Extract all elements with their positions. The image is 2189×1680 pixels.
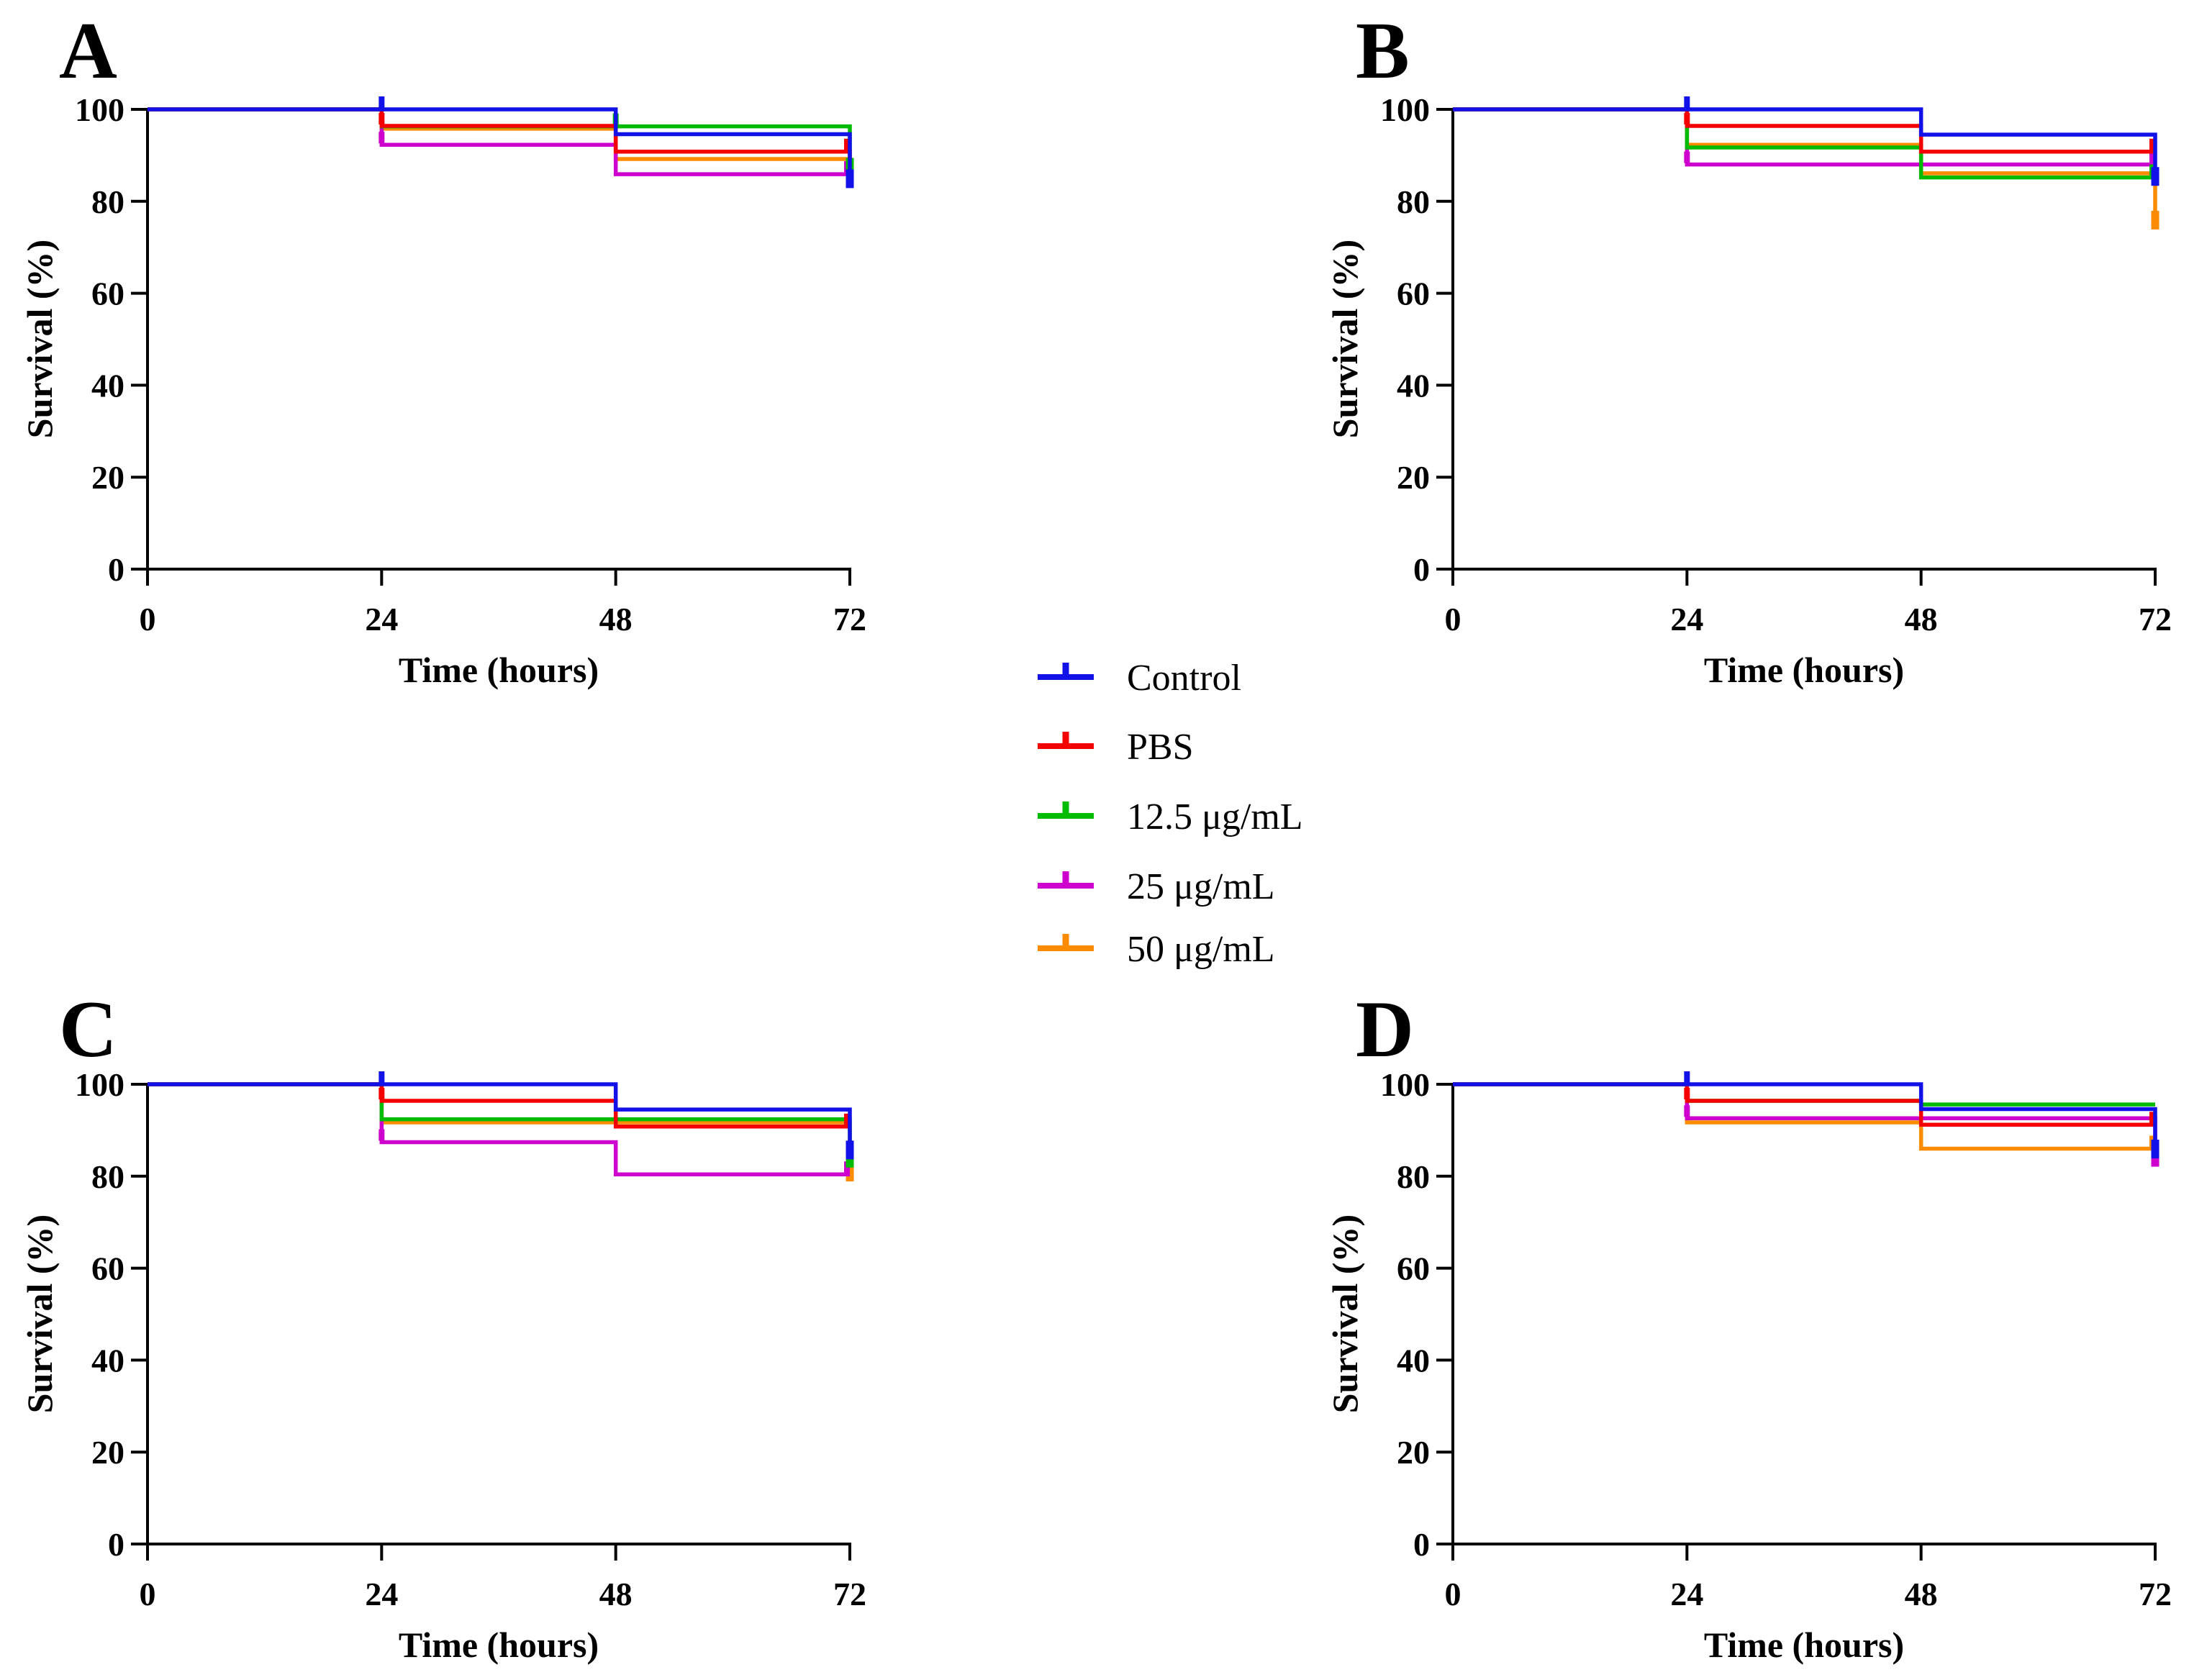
y-tick-label: 60 [91, 276, 124, 312]
x-tick-label: 0 [1445, 601, 1461, 637]
x-tick-label: 48 [1905, 1576, 1938, 1612]
y-tick-label: 80 [91, 1158, 124, 1195]
plot-area-d: 0 20 40 60 80 100 0 24 48 72 [1380, 1066, 2172, 1612]
survival-curve [148, 1082, 852, 1165]
x-tick-label: 48 [1905, 601, 1938, 637]
survival-curve [148, 1082, 850, 1176]
legend-label: 25 μg/mL [1127, 866, 1275, 907]
x-tick-label: 0 [140, 1576, 156, 1612]
y-tick-label: 100 [1380, 91, 1430, 128]
y-tick-label: 60 [91, 1250, 124, 1287]
y-tick-label: 40 [91, 1342, 124, 1379]
series-25 μg/mL [1453, 107, 2155, 167]
curve-end-cap [2151, 167, 2159, 186]
y-tick-label: 0 [1413, 1526, 1430, 1563]
x-tick-label: 72 [2139, 1576, 2172, 1612]
x-axis-title: Time (hours) [399, 650, 599, 690]
legend-item-12.5 μg/mL: 12.5 μg/mL [1038, 796, 1303, 837]
curve-end-cap [846, 1140, 854, 1160]
series-25 μg/mL [148, 1082, 850, 1176]
y-tick-label: 80 [91, 183, 124, 220]
y-tick-label: 20 [91, 1434, 124, 1471]
survival-curve [1453, 107, 2157, 183]
y-tick-label: 20 [1397, 1434, 1430, 1471]
series-Control [1453, 1071, 2159, 1159]
x-axis-title: Time (hours) [1704, 1625, 1904, 1665]
x-tick-label: 72 [2139, 601, 2172, 637]
x-tick-label: 24 [365, 1576, 398, 1612]
survival-curve [1453, 1082, 2157, 1156]
series-Control [148, 96, 854, 189]
panel-letter-a: A [59, 6, 117, 96]
legend-label: PBS [1127, 727, 1194, 768]
y-tick-label: 0 [108, 1526, 124, 1563]
y-axis-title: Survival (%) [19, 1214, 60, 1413]
x-tick-label: 48 [599, 1576, 633, 1612]
series-Control [1453, 96, 2159, 186]
curve-end-cap [2151, 210, 2159, 230]
panel-b: B Time (hours) Survival (%) 0 20 40 60 80 100… [1325, 6, 2172, 690]
x-tick-label: 24 [365, 601, 398, 637]
x-tick-label: 24 [1670, 601, 1703, 637]
survival-curve [148, 107, 852, 186]
series-Control [148, 1071, 854, 1160]
y-tick-label: 60 [1397, 1250, 1430, 1287]
survival-curve [148, 1082, 852, 1179]
y-tick-label: 100 [75, 91, 124, 128]
x-tick-label: 0 [140, 601, 156, 637]
series-25 μg/mL [148, 107, 850, 176]
survival-curve [148, 107, 852, 174]
plot-area-a: 0 20 40 60 80 100 0 24 48 72 [75, 91, 866, 637]
legend-item-PBS: PBS [1038, 727, 1194, 768]
panel-c: C Time (hours) Survival (%) 0 20 40 60 80 100… [19, 985, 866, 1665]
y-tick-label: 20 [1397, 459, 1430, 496]
series-50 μg/mL [148, 1082, 854, 1181]
legend-item-50 μg/mL: 50 μg/mL [1038, 929, 1275, 970]
x-tick-label: 24 [1670, 1576, 1703, 1612]
y-axis-title: Survival (%) [1325, 240, 1365, 438]
y-tick-label: 40 [91, 367, 124, 404]
plot-area-c: 0 20 40 60 80 100 0 24 48 72 [75, 1066, 866, 1612]
legend-label: 12.5 μg/mL [1127, 796, 1303, 837]
x-tick-label: 0 [1445, 1576, 1461, 1612]
y-tick-label: 80 [1397, 183, 1430, 220]
legend-label: 50 μg/mL [1127, 929, 1275, 970]
y-axis-title: Survival (%) [19, 240, 60, 438]
y-tick-label: 40 [1397, 1342, 1430, 1379]
y-axis-title: Survival (%) [1325, 1214, 1365, 1413]
plot-area-b: 0 20 40 60 80 100 0 24 48 72 [1380, 91, 2172, 637]
panel-letter-c: C [59, 985, 117, 1074]
legend-item-Control: Control [1038, 658, 1241, 699]
panel-letter-d: D [1356, 985, 1414, 1074]
y-tick-label: 100 [75, 1066, 124, 1103]
curve-end-cap [846, 169, 854, 189]
survival-curve [148, 1082, 852, 1157]
legend-label: Control [1127, 658, 1241, 699]
y-tick-label: 100 [1380, 1066, 1430, 1103]
y-tick-label: 80 [1397, 1158, 1430, 1195]
y-tick-label: 20 [91, 459, 124, 496]
x-axis-title: Time (hours) [1704, 650, 1904, 690]
x-tick-label: 48 [599, 601, 633, 637]
x-tick-label: 72 [833, 601, 866, 637]
panel-letter-b: B [1356, 6, 1410, 96]
panel-d: D Time (hours) Survival (%) 0 20 40 60 80 100… [1325, 985, 2172, 1665]
legend: Control PBS 12.5 μg/mL 25 μg/mL 50 μg/mL [1038, 658, 1303, 970]
survival-curve [148, 107, 850, 176]
panel-a: A Time (hours) Survival (%) 0 20 40 60 80 100… [19, 6, 866, 690]
y-tick-label: 40 [1397, 367, 1430, 404]
legend-item-25 μg/mL: 25 μg/mL [1038, 866, 1275, 907]
y-tick-label: 0 [1413, 551, 1430, 588]
x-tick-label: 72 [833, 1576, 866, 1612]
curve-end-cap [2151, 1140, 2159, 1159]
survival-curve [1453, 107, 2155, 167]
y-tick-label: 60 [1397, 276, 1430, 312]
y-tick-label: 0 [108, 551, 124, 588]
x-axis-title: Time (hours) [399, 1625, 599, 1665]
